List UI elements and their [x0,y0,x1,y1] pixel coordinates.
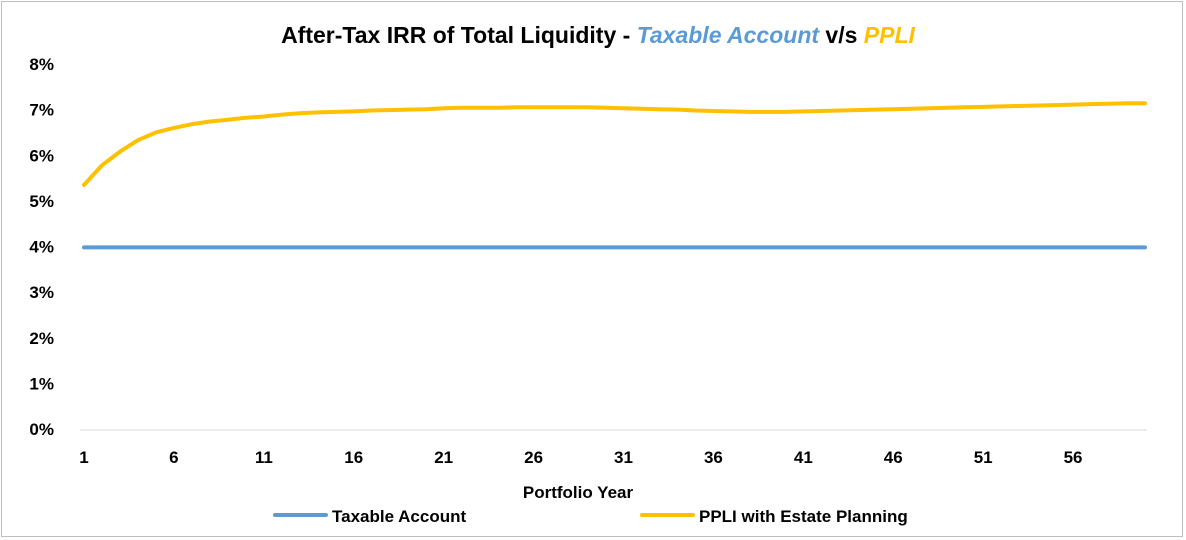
x-tick-label: 41 [794,448,813,467]
x-tick-label: 36 [704,448,723,467]
x-axis-title: Portfolio Year [523,483,634,502]
x-tick-label: 1 [79,448,88,467]
series-line-ppli [82,101,1147,187]
legend-label-ppli: PPLI with Estate Planning [699,507,908,526]
x-tick-label: 31 [614,448,633,467]
y-tick-label: 2% [29,329,54,348]
chart-title-part3: v/s [819,22,864,48]
y-axis-tick-labels: 0% 1% 2% 3% 4% 5% 6% 7% 8% [29,55,54,439]
chart-title-part2: Taxable Account [637,22,821,48]
x-tick-label: 56 [1064,448,1083,467]
y-tick-label: 4% [29,238,54,257]
x-tick-label: 11 [255,448,273,467]
y-tick-label: 0% [29,420,54,439]
x-axis-tick-labels: 1 6 11 16 21 26 31 36 41 46 51 56 [79,448,1082,467]
chart-title-part1: After-Tax IRR of Total Liquidity - [281,22,637,48]
legend: Taxable Account PPLI with Estate Plannin… [273,507,908,526]
chart-title-part4: PPLI [864,22,916,48]
y-tick-label: 5% [29,192,54,211]
x-tick-label: 16 [344,448,363,467]
chart-title: After-Tax IRR of Total Liquidity - Taxab… [281,22,915,48]
y-tick-label: 8% [29,55,54,74]
x-tick-label: 26 [524,448,543,467]
y-tick-label: 3% [29,283,54,302]
y-tick-label: 7% [29,101,54,120]
series-layer [82,101,1147,250]
x-tick-label: 51 [974,448,993,467]
x-tick-label: 6 [169,448,178,467]
y-tick-label: 6% [29,146,54,165]
y-tick-label: 1% [29,374,54,393]
x-tick-label: 21 [434,448,453,467]
x-tick-label: 46 [884,448,903,467]
legend-label-taxable-account: Taxable Account [332,507,466,526]
